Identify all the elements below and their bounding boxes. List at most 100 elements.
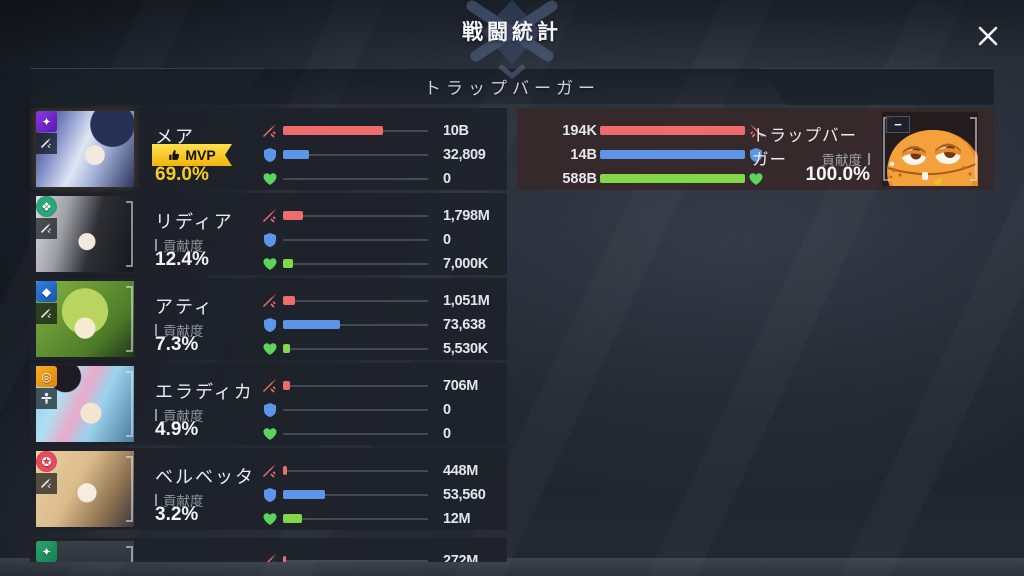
enemy-name: トラップバーガー	[752, 127, 857, 169]
attack-sword-icon	[267, 554, 276, 562]
attack-sword-icon	[263, 124, 276, 138]
sword-icon	[36, 473, 57, 494]
element-badge-icon: ✦	[36, 541, 57, 562]
player-row-partial: ✦ 272M	[30, 538, 507, 562]
attack-bar-track	[283, 215, 428, 217]
player-portrait	[36, 541, 134, 562]
crossed-swords-emblem-icon	[466, 0, 558, 80]
heal-value: 7,000K	[443, 256, 488, 272]
defense-bar-track	[283, 154, 428, 156]
avatar-frame-bracket	[126, 286, 133, 352]
shield-icon	[264, 233, 276, 247]
attack-bar-track	[283, 385, 428, 387]
defense-value: 32,809	[443, 147, 486, 163]
enemy-defense-value: 14B	[570, 147, 597, 163]
contribution-label: 貢献度	[155, 490, 204, 510]
attack-bar-fill	[283, 466, 288, 475]
defense-bar-track	[283, 239, 428, 241]
player-row: ◆ アティ 貢献度 7.3% 1,051M 73,638 5,530K	[30, 278, 507, 360]
mvp-badge: MVP	[152, 144, 232, 166]
heart-icon	[263, 428, 277, 440]
attack-bar-fill	[283, 296, 295, 305]
avatar-frame-bracket	[126, 201, 133, 267]
player-avatar[interactable]: ◎	[36, 366, 134, 442]
shield-icon	[264, 488, 276, 502]
attack-sword-icon	[750, 124, 763, 138]
enemy-attack-bar-fill	[600, 126, 745, 135]
element-badge-icon: ✪	[36, 451, 57, 472]
heart-icon	[263, 258, 277, 270]
heart-icon	[263, 513, 277, 525]
player-name: リディア	[155, 212, 234, 232]
attack-value: 1,798M	[443, 208, 490, 224]
heal-bar-track	[283, 518, 428, 520]
label-divider	[155, 324, 157, 336]
attack-sword-icon	[263, 379, 276, 393]
shield-icon	[264, 403, 276, 417]
element-badge-icon: ❖	[36, 196, 57, 217]
heal-value: 0	[443, 171, 451, 187]
defense-bar-fill	[283, 490, 326, 499]
player-name: エラディカ	[155, 382, 254, 402]
heal-bar-fill	[283, 514, 302, 523]
defense-bar-fill	[283, 150, 310, 159]
close-button[interactable]	[969, 17, 1007, 55]
defense-value: 0	[443, 402, 451, 418]
player-avatar[interactable]: ❖	[36, 196, 134, 272]
player-name: メア	[155, 127, 195, 147]
heart-icon	[263, 343, 277, 355]
attack-value: 706M	[443, 378, 479, 394]
collapse-button[interactable]: −	[886, 116, 910, 133]
attack-sword-icon	[263, 464, 276, 478]
enemy-defense-bar-fill	[600, 150, 745, 159]
avatar-frame-bracket	[970, 117, 977, 181]
player-row: ◎ エラディカ 貢献度 4.9% 706M 0 0	[30, 363, 507, 445]
enemy-tab-band: トラップバーガー	[30, 68, 994, 104]
contribution-percent: 4.9%	[155, 419, 199, 440]
player-row: ❖ リディア 貢献度 12.4% 1,798M 0 7,000K	[30, 193, 507, 275]
enemy-contribution-percent: 100.0%	[805, 164, 870, 185]
enemy-panel: 194K 14B 588B トラップバーガー 貢献度 100.0%	[517, 108, 994, 190]
attack-bar-fill	[283, 211, 304, 220]
enemy-heal-bar-fill	[600, 174, 745, 183]
defense-bar-track	[283, 409, 428, 411]
player-avatar[interactable]: ◆	[36, 281, 134, 357]
heal-value: 0	[443, 426, 451, 442]
attack-value: 448M	[443, 463, 479, 479]
player-avatar[interactable]: ✪	[36, 451, 134, 527]
player-row: ✦ メア MVP 69.0% 10B 32,809 0	[30, 108, 507, 190]
heal-bar-fill	[283, 344, 291, 353]
player-avatar[interactable]: ✦	[36, 541, 134, 562]
heal-bar-fill	[283, 259, 294, 268]
attack-sword-icon	[263, 294, 276, 308]
shield-icon	[264, 318, 276, 332]
defense-value: 73,638	[443, 317, 486, 333]
sword-icon	[36, 133, 57, 154]
defense-value: 0	[443, 232, 451, 248]
element-badge-icon: ◎	[36, 366, 57, 387]
attack-bar-fill	[283, 126, 384, 135]
enemy-contribution-label: 貢献度	[752, 149, 870, 169]
player-row: ✪ ベルベッタ 貢献度 3.2% 448M 53,560 12M	[30, 448, 507, 530]
label-divider	[155, 494, 157, 506]
avatar-frame-bracket	[126, 456, 133, 522]
attack-value: 272M	[443, 553, 479, 562]
contribution-label: 貢献度	[155, 405, 204, 425]
player-avatar[interactable]: ✦	[36, 111, 134, 187]
enemy-avatar[interactable]: −	[882, 112, 978, 186]
contribution-label: 貢献度	[155, 320, 204, 340]
enemy-tab-label: トラップバーガー	[424, 78, 600, 98]
heal-bar-track	[283, 178, 428, 180]
player-name: アティ	[155, 297, 214, 317]
mvp-label: MVP	[185, 147, 216, 163]
element-badge-icon: ✦	[36, 111, 57, 132]
defense-bar-fill	[283, 320, 340, 329]
heal-value: 5,530K	[443, 341, 488, 357]
defense-bar-track	[283, 494, 428, 496]
sword-icon	[36, 303, 57, 324]
label-divider	[155, 409, 157, 421]
attack-bar-fill	[283, 556, 286, 562]
defense-value: 53,560	[443, 487, 486, 503]
heal-bar-track	[283, 348, 428, 350]
